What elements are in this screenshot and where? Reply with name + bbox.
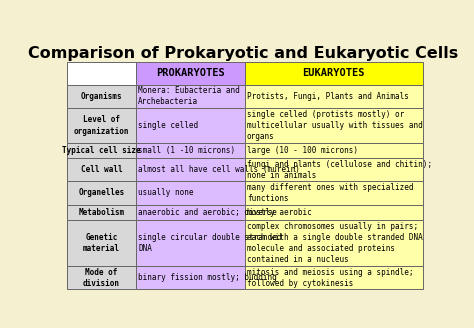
Bar	[136, 205, 245, 220]
Text: Organelles: Organelles	[78, 188, 125, 197]
Bar	[66, 158, 136, 181]
Bar	[245, 62, 423, 85]
Bar	[136, 181, 245, 205]
Bar	[245, 108, 423, 143]
Bar	[136, 266, 245, 289]
Bar	[245, 220, 423, 266]
Bar	[245, 266, 423, 289]
Bar	[66, 205, 136, 220]
Bar	[66, 143, 136, 158]
Text: mitosis and meiosis using a spindle;
followed by cytokinesis: mitosis and meiosis using a spindle; fol…	[247, 268, 413, 288]
Text: Genetic
material: Genetic material	[83, 233, 120, 253]
Text: EUKARYOTES: EUKARYOTES	[302, 69, 365, 78]
Text: usually none: usually none	[138, 188, 194, 197]
Text: Organisms: Organisms	[81, 92, 122, 101]
Bar	[245, 181, 423, 205]
Bar	[66, 181, 136, 205]
Text: Mode of
division: Mode of division	[83, 268, 120, 288]
Bar	[136, 158, 245, 181]
Text: Protists, Fungi, Plants and Animals: Protists, Fungi, Plants and Animals	[247, 92, 409, 101]
Text: small (1 -10 microns): small (1 -10 microns)	[138, 146, 236, 155]
Text: PROKARYOTES: PROKARYOTES	[156, 69, 225, 78]
Text: Cell wall: Cell wall	[81, 165, 122, 174]
Bar	[245, 158, 423, 181]
Bar	[136, 220, 245, 266]
Bar	[136, 62, 245, 85]
Text: single celled (protists mostly) or
multicellular usually with tissues and
organs: single celled (protists mostly) or multi…	[247, 110, 423, 141]
Text: Level of
organization: Level of organization	[73, 115, 129, 135]
Bar	[66, 220, 136, 266]
Bar	[245, 205, 423, 220]
Bar	[245, 143, 423, 158]
Text: fungi and plants (cellulose and chitin);
none in animals: fungi and plants (cellulose and chitin);…	[247, 160, 432, 180]
Bar	[136, 85, 245, 108]
Text: Comparison of Prokaryotic and Eukaryotic Cells: Comparison of Prokaryotic and Eukaryotic…	[28, 46, 458, 61]
Bar	[136, 143, 245, 158]
Text: mostly aerobic: mostly aerobic	[247, 208, 312, 216]
Text: Monera: Eubacteria and
Archebacteria: Monera: Eubacteria and Archebacteria	[138, 86, 240, 107]
Text: Metabolism: Metabolism	[78, 208, 125, 216]
Bar	[66, 85, 136, 108]
Text: many different ones with specialized
functions: many different ones with specialized fun…	[247, 183, 413, 203]
Bar	[66, 62, 136, 85]
Text: single celled: single celled	[138, 121, 199, 130]
Bar	[245, 85, 423, 108]
Text: anaerobic and aerobic; diverse: anaerobic and aerobic; diverse	[138, 208, 277, 216]
Text: single circular double stranded
DNA: single circular double stranded DNA	[138, 233, 282, 253]
Text: complex chromosomes usually in pairs;
each with a single double stranded DNA
mol: complex chromosomes usually in pairs; ea…	[247, 222, 423, 264]
Text: large (10 - 100 microns): large (10 - 100 microns)	[247, 146, 358, 155]
Bar	[66, 266, 136, 289]
Text: binary fission mostly; budding: binary fission mostly; budding	[138, 273, 277, 282]
Bar	[66, 108, 136, 143]
Bar	[136, 108, 245, 143]
Text: Typical cell size: Typical cell size	[62, 146, 141, 155]
Text: almost all have cell walls (murein): almost all have cell walls (murein)	[138, 165, 300, 174]
